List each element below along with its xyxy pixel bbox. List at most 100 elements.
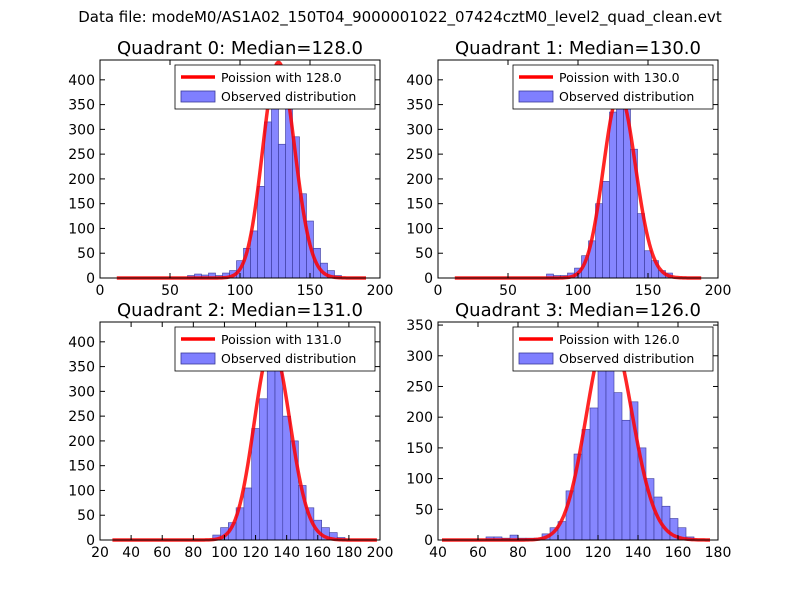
histogram-bar xyxy=(243,487,252,541)
x-tick-label: 0 xyxy=(96,283,105,299)
x-tick-label: 50 xyxy=(161,283,179,299)
x-tick-label: 100 xyxy=(227,283,254,299)
legend: Poission with 126.0 Observed distribution xyxy=(512,326,714,372)
legend: Poission with 128.0 Observed distribution xyxy=(174,64,376,110)
histogram-bar xyxy=(602,181,610,279)
y-tick-label: 200 xyxy=(68,172,95,188)
legend-label-model: Poission with 128.0 xyxy=(221,70,342,85)
y-tick-label: 350 xyxy=(68,98,95,114)
histogram-bar xyxy=(597,343,607,541)
x-tick-label: 50 xyxy=(499,283,517,299)
y-tick-label: 100 xyxy=(68,221,95,237)
y-tick-label: 400 xyxy=(68,73,95,89)
subplot-title: Quadrant 2: Median=131.0 xyxy=(117,300,363,321)
y-tick-label: 200 xyxy=(406,172,433,188)
y-tick-label: 100 xyxy=(406,472,433,488)
x-tick-label: 60 xyxy=(469,545,487,561)
y-tick-label: 50 xyxy=(77,246,95,262)
histogram-bar xyxy=(264,121,272,279)
y-tick-label: 400 xyxy=(406,73,433,89)
legend: Poission with 130.0 Observed distribution xyxy=(512,64,714,110)
x-tick-label: 140 xyxy=(273,545,300,561)
y-tick-label: 300 xyxy=(68,384,95,400)
legend: Poission with 131.0 Observed distribution xyxy=(174,326,376,372)
x-tick-label: 60 xyxy=(153,545,171,561)
y-tick-label: 100 xyxy=(68,483,95,499)
subplot-title: Quadrant 3: Median=126.0 xyxy=(455,300,701,321)
legend-label-observed: Observed distribution xyxy=(221,351,356,366)
x-tick-label: 100 xyxy=(211,545,238,561)
y-tick-label: 250 xyxy=(68,409,95,425)
histogram-bar xyxy=(282,415,291,541)
x-tick-label: 120 xyxy=(585,545,612,561)
x-tick-label: 200 xyxy=(367,545,394,561)
y-tick-label: 350 xyxy=(68,360,95,376)
histogram-bar xyxy=(271,84,279,279)
axes-frame xyxy=(437,321,719,541)
y-tick-label: 0 xyxy=(86,533,95,549)
subplot-quadrant-3: Quadrant 3: Median=126.0 40 60 80 100 120 140 1… xyxy=(406,300,731,561)
y-tick-label: 250 xyxy=(406,379,433,395)
legend-bar-swatch xyxy=(518,90,554,103)
y-tick-label: 100 xyxy=(406,221,433,237)
y-tick-label: 0 xyxy=(424,533,433,549)
x-tick-label: 140 xyxy=(625,545,652,561)
legend-label-observed: Observed distribution xyxy=(559,351,694,366)
legend-bar-swatch xyxy=(180,352,216,365)
x-tick-label: 200 xyxy=(367,283,394,299)
x-tick-label: 40 xyxy=(429,545,447,561)
y-tick-label: 0 xyxy=(86,271,95,287)
x-tick-label: 80 xyxy=(184,545,202,561)
y-tick-label: 150 xyxy=(68,459,95,475)
subplot-title: Quadrant 1: Median=130.0 xyxy=(455,38,701,59)
y-tick-label: 350 xyxy=(406,98,433,114)
subplot-title: Quadrant 0: Median=128.0 xyxy=(117,38,363,59)
histogram-bar xyxy=(609,111,617,279)
subplot-quadrant-1: Quadrant 1: Median=130.0 0 50 100 150 200 0 50 1… xyxy=(406,38,731,299)
y-tick-label: 150 xyxy=(406,441,433,457)
x-tick-label: 120 xyxy=(242,545,269,561)
y-tick-label: 50 xyxy=(415,502,433,518)
y-tick-label: 50 xyxy=(415,246,433,262)
x-tick-label: 40 xyxy=(122,545,140,561)
legend-frame xyxy=(512,326,714,372)
y-tick-label: 300 xyxy=(68,122,95,138)
y-tick-label: 200 xyxy=(68,434,95,450)
y-tick-label: 250 xyxy=(68,147,95,163)
legend-label-model: Poission with 131.0 xyxy=(221,332,342,347)
y-tick-label: 0 xyxy=(424,271,433,287)
histogram-bar xyxy=(581,429,591,541)
axes-frame xyxy=(99,321,381,541)
y-tick-label: 300 xyxy=(406,122,433,138)
figure-suptitle: Data file: modeM0/AS1A02_150T04_90000010… xyxy=(78,8,722,26)
subplot-quadrant-2: Quadrant 2: Median=131.020 40 60 80 100 120 14… xyxy=(68,300,393,561)
y-tick-label: 150 xyxy=(68,197,95,213)
subplot-quadrant-0: Quadrant 0: Median=128.0 0 50 100 150 200 0 50 1… xyxy=(68,38,393,299)
histogram-bar xyxy=(589,407,599,541)
x-tick-label: 160 xyxy=(665,545,692,561)
y-tick-label: 50 xyxy=(77,508,95,524)
histogram-bar xyxy=(251,428,260,541)
x-tick-label: 20 xyxy=(91,545,109,561)
legend-label-model: Poission with 130.0 xyxy=(559,70,680,85)
y-tick-label: 150 xyxy=(406,197,433,213)
legend-label-model: Poission with 126.0 xyxy=(559,332,680,347)
y-tick-label: 250 xyxy=(406,147,433,163)
x-tick-label: 80 xyxy=(509,545,527,561)
histogram-bar xyxy=(257,186,265,279)
x-tick-label: 100 xyxy=(545,545,572,561)
histogram-bar xyxy=(613,392,623,541)
histogram-bar xyxy=(616,91,624,279)
legend-label-observed: Observed distribution xyxy=(559,89,694,104)
histogram-bar xyxy=(621,419,631,541)
histogram-bar xyxy=(278,143,286,279)
poisson-model-line xyxy=(454,91,702,280)
x-tick-label: 150 xyxy=(297,283,324,299)
x-tick-label: 150 xyxy=(635,283,662,299)
x-tick-label: 180 xyxy=(336,545,363,561)
y-tick-label: 200 xyxy=(406,410,433,426)
x-tick-label: 160 xyxy=(304,545,331,561)
y-tick-label: 300 xyxy=(406,349,433,365)
x-tick-label: 0 xyxy=(434,283,443,299)
